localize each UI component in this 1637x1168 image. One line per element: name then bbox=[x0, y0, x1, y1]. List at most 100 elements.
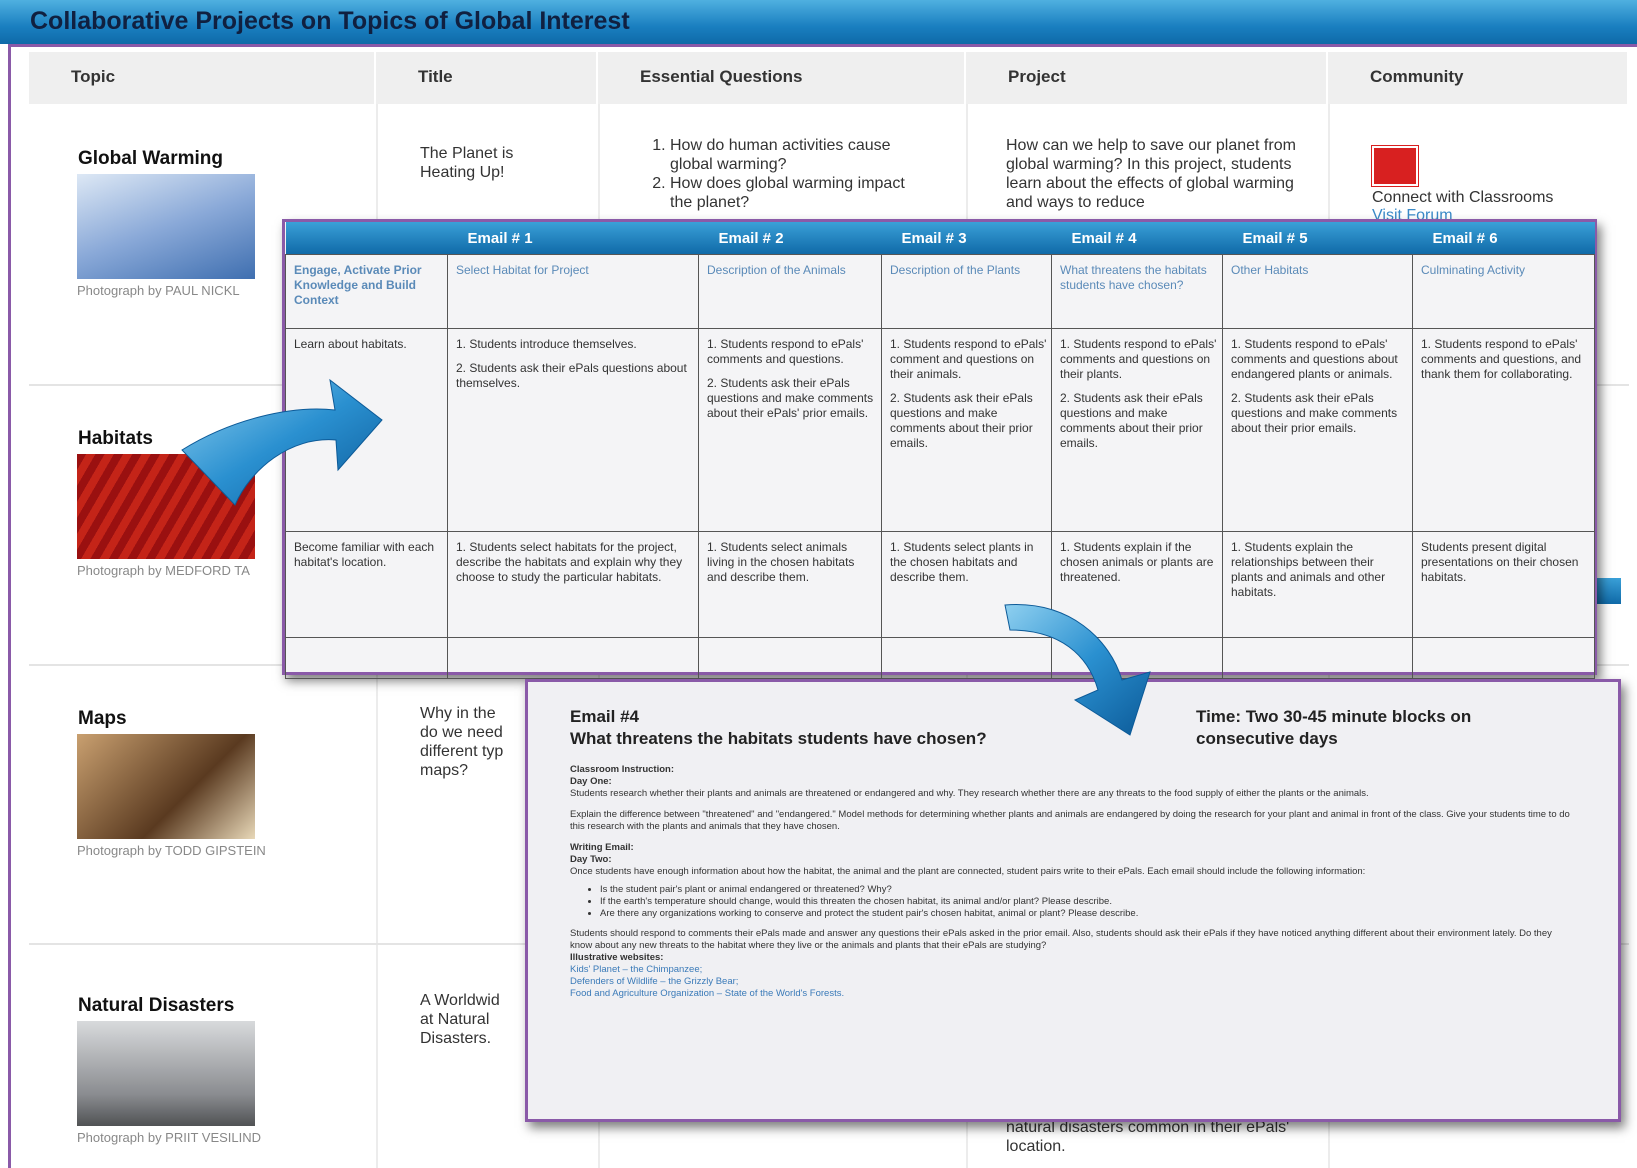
bullet: If the earth's temperature should change… bbox=[600, 896, 1576, 908]
activity-cell: 1. Students select animals living in the… bbox=[698, 531, 882, 638]
time-note: Time: Two 30-45 minute blocks on consecu… bbox=[1196, 707, 1472, 748]
day-heading: Day Two: bbox=[570, 854, 612, 865]
photo-credit: Photograph by PAUL NICKL bbox=[77, 283, 240, 298]
activity-row: Learn about habitats. 1. Students introdu… bbox=[285, 328, 1595, 532]
detail-head: Email #4 What threatens the habitats stud… bbox=[570, 706, 1576, 750]
email-header: Email # 2 bbox=[698, 222, 882, 255]
essential-questions: How do human activities cause global war… bbox=[630, 136, 920, 212]
title-line: do we need bbox=[420, 724, 503, 741]
activity-text: 2. Students ask their ePals questions an… bbox=[890, 391, 1033, 450]
topic-name: Natural Disasters bbox=[78, 995, 235, 1016]
activity-cell: 1. Students respond to ePals' comment an… bbox=[881, 328, 1052, 532]
question: How does global warming impact the plane… bbox=[670, 174, 920, 212]
activity-text: 1. Students select animals living in the… bbox=[707, 540, 855, 584]
title-line: Heating Up! bbox=[420, 164, 505, 181]
activity-text: 1. Students respond to ePals' comments a… bbox=[1231, 337, 1398, 381]
empty-cell bbox=[1051, 637, 1223, 679]
photo-credit: Photograph by PRIIT VESILIND bbox=[77, 1130, 262, 1145]
empty-cell bbox=[1222, 637, 1413, 679]
frame bbox=[8, 44, 1637, 1168]
activity-text: 1. Students respond to ePals' comments a… bbox=[1421, 337, 1582, 381]
topic-name: Global Warming bbox=[78, 148, 223, 169]
topic-photo bbox=[77, 174, 255, 279]
community-text: Connect with Classrooms bbox=[1372, 189, 1554, 206]
activity-cell: Learn about habitats. bbox=[285, 328, 448, 532]
activity-text: 1. Students respond to ePals' comment an… bbox=[890, 337, 1047, 381]
photo-credit: Photograph by MEDFORD TA bbox=[77, 563, 250, 578]
email-header: Email # 3 bbox=[881, 222, 1052, 255]
activity-text: 1. Students respond to ePals' comments a… bbox=[707, 337, 864, 366]
panel-edge bbox=[1597, 578, 1621, 604]
activity-row: Become familiar with each habitat's loca… bbox=[285, 531, 1595, 638]
instruction-text: Students research whether their plants a… bbox=[570, 788, 1369, 799]
title-line: A Worldwid bbox=[420, 992, 500, 1009]
empty-cell bbox=[698, 637, 882, 679]
activity-text: Become familiar with each habitat's loca… bbox=[294, 540, 435, 569]
activity-cell: 1. Students respond to ePals' comments a… bbox=[698, 328, 882, 532]
column-header: Community bbox=[1328, 52, 1629, 104]
email-table: Email # 1 Email # 2 Email # 3 Email # 4 Emai… bbox=[282, 219, 1597, 679]
email-question: What threatens the habitats students hav… bbox=[570, 729, 987, 748]
activity-text: 1. Students select habitats for the proj… bbox=[456, 540, 683, 584]
project-text: How can we help to save our planet from … bbox=[1006, 137, 1296, 211]
empty-cell bbox=[447, 637, 699, 679]
photo-credit: Photograph by TODD GIPSTEIN bbox=[77, 843, 266, 858]
empty-cell bbox=[881, 637, 1052, 679]
title-line: maps? bbox=[420, 762, 469, 779]
column-header: Essential Questions bbox=[598, 52, 966, 104]
activity-text: 1. Students respond to ePals' comments a… bbox=[1060, 337, 1217, 381]
stage-label: Engage, Activate Prior Knowledge and Bui… bbox=[285, 254, 448, 329]
stage-label: Select Habitat for Project bbox=[447, 254, 699, 329]
activity-text: 1. Students explain if the chosen animal… bbox=[1060, 540, 1214, 584]
empty-cell bbox=[285, 637, 448, 679]
stage-label: Culminating Activity bbox=[1412, 254, 1595, 329]
stage-label: Description of the Plants bbox=[881, 254, 1052, 329]
activity-text: 1. Students select plants in the chosen … bbox=[890, 540, 1034, 584]
project-title: The Planet is Heating Up! bbox=[420, 144, 513, 182]
section-heading: Classroom Instruction: bbox=[570, 764, 674, 775]
activity-text: 1. Students introduce themselves. bbox=[456, 337, 637, 351]
email-header: Email # 6 bbox=[1412, 222, 1595, 255]
empty-cell bbox=[1412, 637, 1595, 679]
email-header: Email # 4 bbox=[1051, 222, 1223, 255]
website-link[interactable]: Defenders of Wildlife – the Grizzly Bear… bbox=[570, 976, 739, 987]
question: How do human activities cause global war… bbox=[670, 136, 920, 174]
activity-text: 1. Students explain the relationships be… bbox=[1231, 540, 1386, 599]
title-line: Why in the bbox=[420, 705, 496, 722]
activity-text: 2. Students ask their ePals questions ab… bbox=[456, 361, 687, 390]
activity-text: Students present digital presentations o… bbox=[1421, 540, 1579, 584]
blank-header bbox=[285, 222, 448, 255]
column-header: Project bbox=[966, 52, 1328, 104]
title-line: Disasters. bbox=[420, 1030, 492, 1047]
email-detail: Email #4 What threatens the habitats stud… bbox=[525, 679, 1621, 1122]
activity-cell: 1. Students introduce themselves. 2. Stud… bbox=[447, 328, 699, 532]
project-title: Why in the do we need different typ maps? bbox=[420, 704, 503, 780]
bullet: Are there any organizations working to c… bbox=[600, 908, 1576, 920]
instruction-text: Explain the difference between "threaten… bbox=[570, 809, 1570, 832]
title-line: The Planet is bbox=[420, 145, 514, 162]
website-link[interactable]: Food and Agriculture Organization – Stat… bbox=[570, 988, 845, 999]
page-title: Collaborative Projects on Topics of Glob… bbox=[0, 0, 1637, 44]
activity-cell: 1. Students respond to ePals' comments a… bbox=[1222, 328, 1413, 532]
activity-cell: 1. Students select habitats for the proj… bbox=[447, 531, 699, 638]
day-heading: Day One: bbox=[570, 776, 612, 787]
activity-cell: 1. Students select plants in the chosen … bbox=[881, 531, 1052, 638]
project-text: natural disasters common in their ePals'… bbox=[1006, 1119, 1290, 1155]
community-icon bbox=[1372, 146, 1418, 186]
website-link[interactable]: Kids' Planet – the Chimpanzee; bbox=[570, 964, 703, 975]
topic-name: Habitats bbox=[78, 428, 153, 449]
section-heading: Illustrative websites: bbox=[570, 952, 664, 963]
bullet-list: Is the student pair's plant or animal en… bbox=[600, 884, 1576, 920]
activity-cell: Students present digital presentations o… bbox=[1412, 531, 1595, 638]
column-header: Title bbox=[376, 52, 598, 104]
email-number: Email #4 bbox=[570, 707, 639, 726]
topic-photo bbox=[77, 454, 255, 559]
stage-label: What threatens the habitats students hav… bbox=[1051, 254, 1223, 329]
instruction-text: Students should respond to comments thei… bbox=[570, 928, 1552, 951]
header-row: Email # 1 Email # 2 Email # 3 Email # 4 Emai… bbox=[285, 222, 1595, 255]
email-grid: Email # 1 Email # 2 Email # 3 Email # 4 Emai… bbox=[285, 222, 1595, 679]
column-header: Topic bbox=[29, 52, 376, 104]
empty-row bbox=[285, 637, 1595, 679]
email-header: Email # 1 bbox=[447, 222, 699, 255]
